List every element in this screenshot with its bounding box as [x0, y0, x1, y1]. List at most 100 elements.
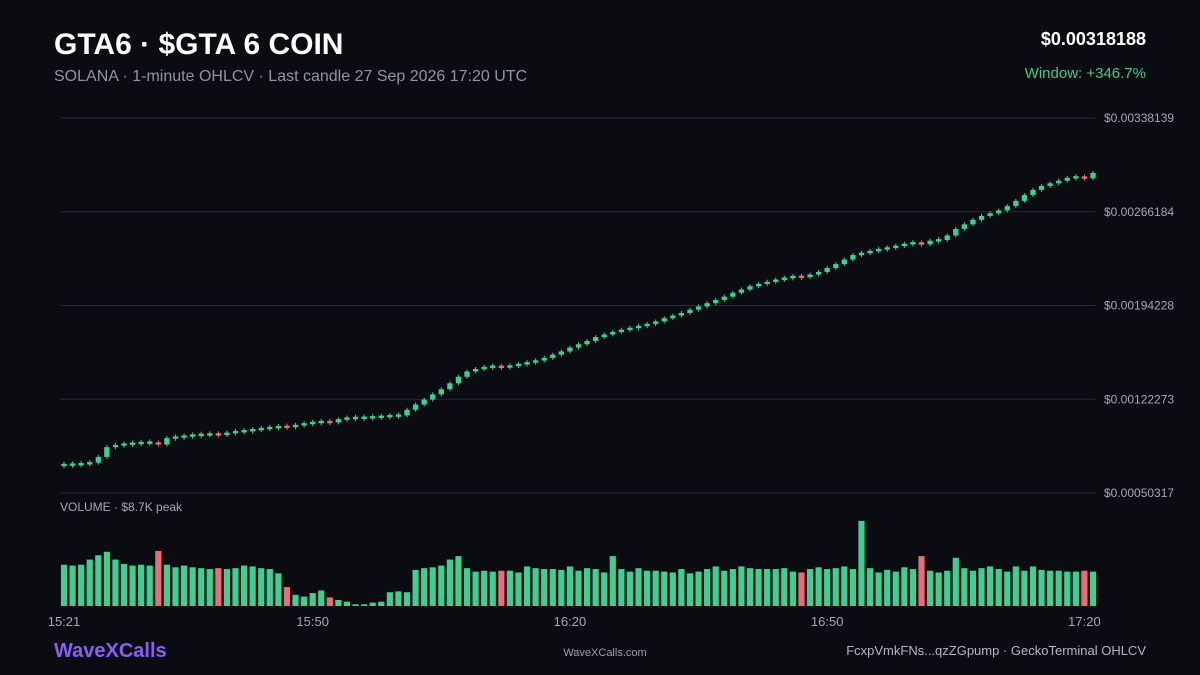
candle-body	[498, 365, 504, 369]
volume-bar	[103, 551, 110, 606]
volume-bar	[215, 568, 222, 606]
candle-body	[901, 243, 908, 247]
volume-bar	[1055, 570, 1062, 606]
volume-bar	[481, 570, 488, 606]
current-price: $0.00318188	[1040, 29, 1146, 49]
candle-body	[292, 424, 299, 428]
candle-body	[704, 303, 710, 307]
candle-body	[301, 423, 307, 426]
candle-body	[635, 325, 642, 329]
candle-body	[713, 299, 719, 304]
candle-body	[1073, 176, 1079, 179]
volume-bar	[206, 569, 213, 606]
candle-body	[824, 268, 830, 272]
volume-bar	[952, 557, 959, 606]
candle-body	[249, 429, 256, 432]
volume-bar	[120, 563, 128, 606]
candle-body	[1021, 195, 1028, 201]
volume-bar	[146, 565, 153, 606]
candle-body	[721, 296, 727, 300]
candle-body	[1038, 185, 1045, 190]
candle-body	[815, 271, 822, 275]
candle-body	[1004, 206, 1010, 211]
volume-bar	[558, 569, 565, 606]
volume-bar	[155, 550, 162, 606]
volume-bar	[78, 564, 85, 606]
candle-body	[69, 463, 76, 466]
volume-bar	[618, 569, 625, 606]
candle-body	[78, 463, 84, 466]
candle-body	[129, 442, 136, 445]
candle-body	[447, 383, 453, 390]
volume-bar	[1064, 571, 1071, 606]
chart-title: GTA6 · $GTA 6 COIN	[54, 28, 344, 61]
data-source: FcxpVmkFNs...qzZGpump · GeckoTerminal OH…	[846, 643, 1146, 658]
volume-bar	[335, 599, 342, 606]
candle-body	[747, 286, 753, 290]
volume-bar	[1004, 571, 1011, 606]
volume-bar	[601, 572, 608, 606]
volume-bar	[386, 592, 393, 606]
candle-body	[592, 337, 599, 341]
candle-body	[935, 239, 942, 242]
volume-bar	[412, 569, 419, 606]
candle-body	[164, 438, 170, 445]
candle-body	[387, 414, 393, 418]
volume-bar	[515, 572, 522, 606]
candle-body	[695, 306, 702, 310]
candle-body	[464, 371, 470, 377]
volume-bar	[678, 569, 685, 606]
volume-bar	[738, 566, 745, 606]
candle-body	[584, 340, 590, 345]
volume-bar	[1029, 566, 1037, 606]
volume-bar	[275, 573, 282, 606]
candle-body	[910, 242, 916, 245]
candle-body	[138, 441, 144, 445]
volume-bar	[318, 590, 325, 606]
volume-bar	[746, 568, 754, 606]
candle-body	[610, 331, 616, 335]
volume-bar	[1038, 569, 1045, 606]
y-tick-label: $0.00050317	[1104, 486, 1174, 500]
volume-bar	[309, 593, 316, 606]
candle-body	[258, 427, 264, 431]
volume-bar	[86, 559, 93, 606]
candle-body	[1064, 177, 1070, 181]
volume-bar	[395, 591, 402, 606]
site-url: WaveXCalls.com	[563, 647, 647, 659]
candle-body	[1056, 180, 1062, 184]
volume-bar	[361, 604, 368, 606]
candle-body	[678, 312, 685, 316]
volume-bar	[626, 571, 634, 606]
candle-body	[918, 242, 925, 245]
candle-body	[455, 376, 462, 384]
candle-body	[181, 435, 187, 438]
candle-body	[318, 420, 324, 424]
candle-body	[438, 389, 444, 395]
candle-body	[310, 421, 316, 425]
volume-bar	[824, 569, 831, 606]
candle-body	[653, 321, 659, 325]
candle-body	[378, 415, 384, 419]
candle-body	[207, 433, 213, 436]
volume-bar	[95, 555, 102, 606]
volume-bar	[987, 566, 994, 606]
candle-body	[618, 329, 625, 333]
volume-bar	[566, 566, 574, 606]
candle-body	[95, 456, 101, 463]
volume-bar	[978, 568, 985, 606]
volume-bar	[292, 594, 299, 606]
candle-body	[361, 416, 367, 419]
volume-bar	[764, 569, 771, 606]
candle-body	[970, 219, 976, 225]
candle-body	[1090, 172, 1096, 179]
volume-bar	[283, 587, 291, 606]
candle-body	[267, 426, 273, 430]
candle-body	[833, 264, 839, 269]
volume-bar	[223, 569, 231, 606]
volume-bar	[163, 564, 170, 606]
volume-bar	[669, 572, 676, 606]
volume-bar	[429, 567, 436, 606]
window-change: Window: +346.7%	[1024, 65, 1146, 82]
